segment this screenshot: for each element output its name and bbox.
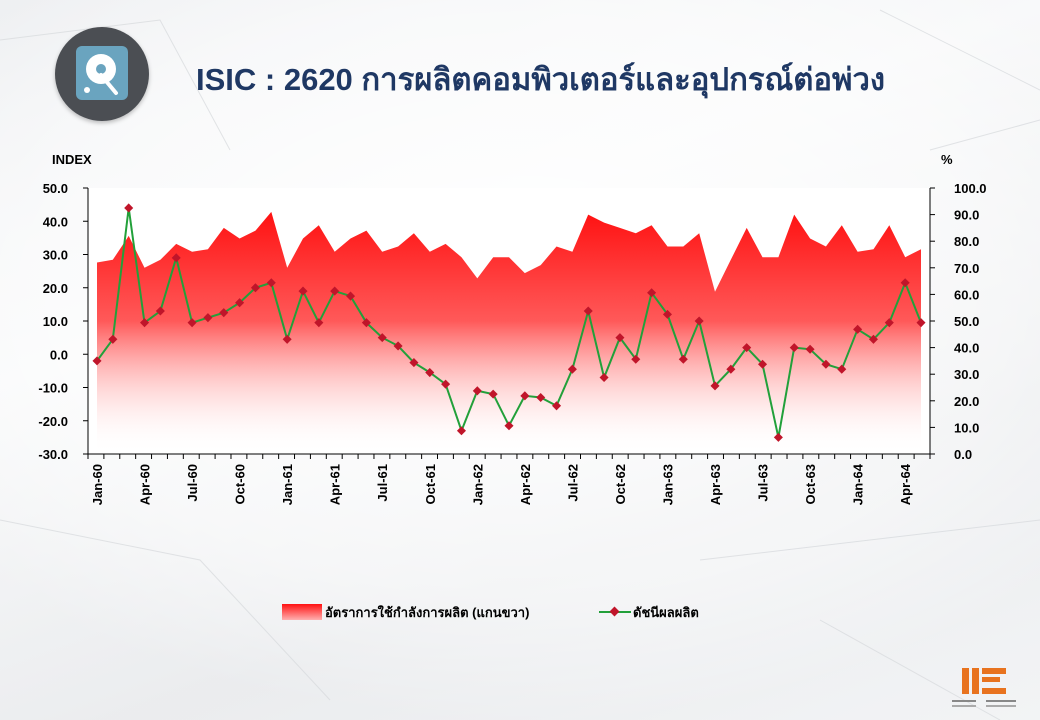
- x-tick-label: Jul-63: [756, 464, 771, 502]
- index-point: [203, 313, 213, 323]
- y2-tick-label: 10.0: [954, 420, 979, 435]
- axes: [83, 187, 935, 459]
- y-tick-label: 20.0: [43, 281, 68, 296]
- y-axis-ticks: 50.0 40.0 30.0 20.0 10.0 0.0 -10.0 -20.0 -30.0: [38, 181, 68, 462]
- y2-tick-label: 30.0: [954, 367, 979, 382]
- y2-tick-label: 100.0: [954, 181, 987, 196]
- y2-tick-label: 50.0: [954, 314, 979, 329]
- x-tick-label: Jan-61: [280, 464, 295, 505]
- legend: อัตราการใช้กำลังการผลิต (แกนขวา) ดัชนีผล…: [282, 604, 699, 620]
- legend-marker-swatch: [609, 606, 620, 617]
- index-point: [219, 308, 229, 318]
- index-point: [124, 203, 134, 213]
- x-tick-label: Oct-62: [613, 464, 628, 504]
- x-tick-label: Oct-61: [423, 464, 438, 504]
- y2-tick-label: 80.0: [954, 234, 979, 249]
- oie-logo-icon: [952, 668, 1016, 707]
- legend-capacity-label: อัตราการใช้กำลังการผลิต (แกนขวา): [325, 604, 529, 620]
- x-tick-label: Oct-60: [233, 464, 248, 504]
- y-tick-label: 10.0: [43, 314, 68, 329]
- hard-disk-icon: [76, 46, 128, 100]
- x-tick-label: Apr-61: [328, 464, 343, 505]
- index-point: [155, 306, 165, 316]
- index-point: [631, 354, 641, 364]
- x-tick-label: Jan-60: [90, 464, 105, 505]
- index-point: [140, 318, 150, 328]
- x-tick-label: Apr-62: [518, 464, 533, 505]
- y-tick-label: 50.0: [43, 181, 68, 196]
- x-tick-label: Apr-63: [708, 464, 723, 505]
- x-tick-label: Jan-64: [851, 463, 866, 505]
- y2-tick-label: 20.0: [954, 394, 979, 409]
- index-point: [647, 288, 657, 298]
- index-point: [171, 253, 181, 263]
- index-point: [520, 391, 530, 401]
- index-point: [805, 344, 815, 354]
- y-tick-label: 0.0: [50, 347, 68, 362]
- index-point: [599, 372, 609, 383]
- index-point: [853, 324, 863, 334]
- index-point: [726, 364, 736, 374]
- y-tick-label: 30.0: [43, 248, 68, 263]
- x-tick-label: Oct-63: [803, 464, 818, 504]
- y-tick-label: 40.0: [43, 214, 68, 229]
- page-title: ISIC : 2620 การผลิตคอมพิวเตอร์และอุปกรณ์…: [196, 62, 885, 97]
- y2-axis-title: %: [941, 152, 953, 167]
- y-tick-label: -30.0: [38, 447, 68, 462]
- y2-axis-ticks: 100.0 90.0 80.0 70.0 60.0 50.0 40.0 30.0 20.0 10.…: [954, 181, 987, 462]
- index-point: [187, 318, 197, 328]
- x-tick-label: Jul-60: [185, 464, 200, 502]
- index-point: [678, 354, 688, 364]
- x-tick-label: Jan-62: [470, 464, 485, 505]
- y2-tick-label: 70.0: [954, 261, 979, 276]
- x-axis-ticks: Jan-60 Apr-60 Jul-60 Oct-60 Jan-61 Apr-61 Jul-…: [90, 463, 913, 505]
- capacity-utilization-area: [97, 211, 921, 454]
- y2-tick-label: 0.0: [954, 447, 972, 462]
- y2-tick-label: 90.0: [954, 208, 979, 223]
- logo-badge: [55, 27, 149, 121]
- y2-tick-label: 40.0: [954, 341, 979, 356]
- index-point: [250, 283, 260, 293]
- y-axis-title: INDEX: [52, 152, 92, 167]
- y2-tick-label: 60.0: [954, 287, 979, 302]
- index-point: [92, 356, 102, 366]
- capacity-area-layer: [97, 211, 921, 454]
- x-tick-label: Apr-64: [898, 463, 913, 505]
- x-tick-label: Jul-61: [375, 464, 390, 502]
- legend-index-label: ดัชนีผลผลิต: [633, 605, 699, 620]
- x-tick-label: Apr-60: [138, 464, 153, 505]
- index-point: [710, 381, 720, 391]
- legend-area-swatch: [282, 604, 322, 620]
- y-tick-label: -10.0: [38, 381, 68, 396]
- index-point: [583, 306, 593, 316]
- index-point: [235, 298, 245, 308]
- index-point: [504, 421, 514, 431]
- x-tick-label: Jan-63: [660, 464, 675, 505]
- x-tick-label: Jul-62: [565, 464, 580, 502]
- y-tick-label: -20.0: [38, 414, 68, 429]
- index-point: [837, 364, 847, 374]
- index-point: [567, 364, 577, 374]
